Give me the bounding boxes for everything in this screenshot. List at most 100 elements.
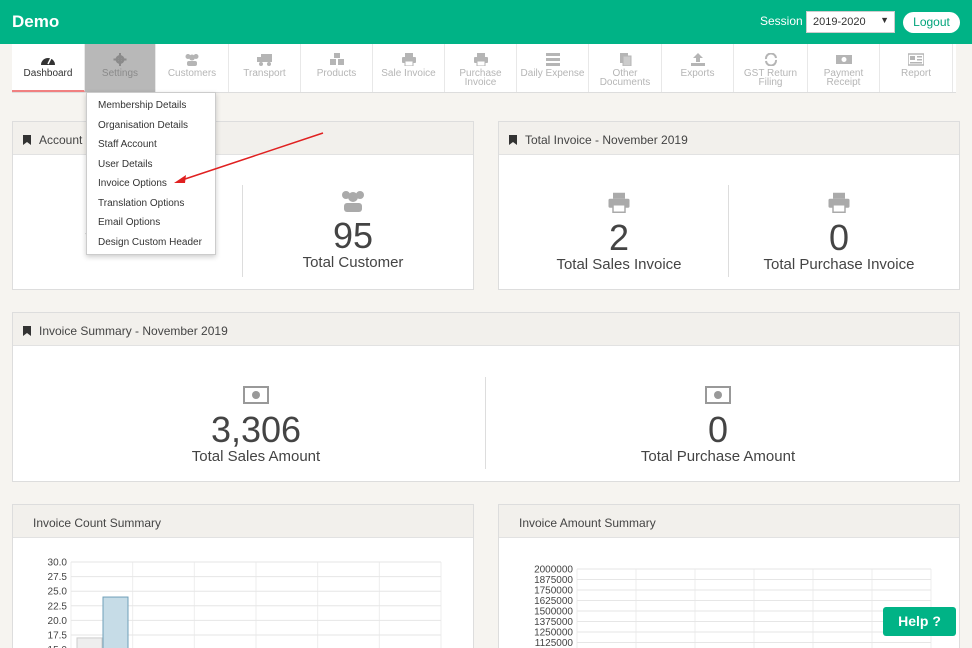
divider xyxy=(485,377,486,469)
y-tick-label: 25.0 xyxy=(48,587,68,598)
nav-label: Products xyxy=(316,68,357,79)
chart-title: Invoice Count Summary xyxy=(33,516,162,530)
stat-value: 95 xyxy=(332,215,374,256)
logout-button[interactable]: Logout xyxy=(903,12,960,33)
nav-item-other-documents[interactable]: Other Documents xyxy=(589,44,662,92)
chevron-down-icon: ▼ xyxy=(880,15,889,25)
stat-total-sales-invoice: 2 Total Sales Invoice xyxy=(519,192,719,274)
menu-item-organisation-details[interactable]: Organisation Details xyxy=(98,119,189,131)
nav-item-daily-expense[interactable]: Daily Expense xyxy=(517,44,589,92)
panel-header: Invoice Count Summary xyxy=(13,505,473,538)
stat-label: Total Purchase Invoice xyxy=(763,256,915,273)
money-icon xyxy=(705,386,731,404)
y-tick-label: 1750000 xyxy=(534,586,573,597)
list-icon xyxy=(545,53,560,66)
nav-label: Customers xyxy=(167,68,217,79)
money-icon xyxy=(243,386,269,404)
y-tick-label: 1625000 xyxy=(534,596,573,607)
printer-icon xyxy=(828,192,850,213)
nav-label: Payment Receipt xyxy=(823,68,864,88)
printer-icon xyxy=(473,53,488,66)
chart-bar xyxy=(76,637,103,648)
stat-value: 0 xyxy=(828,217,850,258)
stat-total-purchase-invoice: 0 Total Purchase Invoice xyxy=(739,192,939,274)
y-tick-label: 1375000 xyxy=(534,617,573,628)
nav-label: Purchase Invoice xyxy=(459,68,502,88)
y-tick-label: 1875000 xyxy=(534,575,573,586)
y-tick-label: 22.5 xyxy=(48,601,68,612)
y-tick-label: 20.0 xyxy=(48,616,68,627)
refresh-icon xyxy=(764,53,777,66)
nav-item-products[interactable]: Products xyxy=(301,44,373,92)
session-value: 2019-2020 xyxy=(813,16,866,28)
session-select[interactable]: 2019-2020 ▼ xyxy=(806,11,895,33)
nav-label: Dashboard xyxy=(23,68,73,79)
nav-item-settings[interactable]: Settings xyxy=(85,44,156,92)
nav-item-dashboard[interactable]: Dashboard xyxy=(12,44,85,92)
divider xyxy=(242,185,243,277)
y-tick-label: 1125000 xyxy=(535,638,574,648)
stat-total-sales-amount: 3,306 Total Sales Amount xyxy=(106,386,406,466)
nav-item-exports[interactable]: Exports xyxy=(662,44,734,92)
y-tick-label: 17.5 xyxy=(48,631,68,642)
y-tick-label: 27.5 xyxy=(48,572,68,583)
main-nav: Dashboard Settings Customers Transport P… xyxy=(12,44,956,93)
nav-item-purchase-invoice[interactable]: Purchase Invoice xyxy=(445,44,517,92)
nav-label: Transport xyxy=(243,68,286,79)
bookmark-icon xyxy=(23,135,31,145)
cubes-icon xyxy=(329,53,344,65)
menu-item-email-options[interactable]: Email Options xyxy=(98,217,161,228)
nav-label: Sale Invoice xyxy=(381,68,436,79)
bookmark-icon xyxy=(23,326,31,336)
invoice-count-chart-panel: Invoice Count Summary 30.0 27.5 25.0 22.5 20… xyxy=(12,504,474,648)
stat-label: Total Sales Invoice xyxy=(556,256,682,273)
users-icon xyxy=(185,54,199,66)
panel-header: Invoice Summary - November 2019 xyxy=(13,313,959,346)
menu-item-design-custom-header[interactable]: Design Custom Header xyxy=(98,236,202,248)
stat-label: Total Sales Amount xyxy=(191,448,321,465)
y-tick-label: 2000000 xyxy=(534,565,573,576)
total-invoice-panel: Total Invoice - November 2019 2 Total Sa… xyxy=(498,121,960,290)
stat-label: Total Purchase Amount xyxy=(640,448,796,465)
printer-icon xyxy=(608,192,630,213)
y-tick-label: 1250000 xyxy=(534,628,573,639)
users-icon xyxy=(342,191,364,212)
chart-bar xyxy=(102,596,129,648)
menu-item-staff-account[interactable]: Staff Account xyxy=(98,139,157,150)
stat-value: 2 xyxy=(608,217,630,258)
nav-label: Settings xyxy=(101,68,139,79)
nav-label: GST Return Filing xyxy=(743,68,798,88)
documents-icon xyxy=(620,53,632,66)
app-title: Demo xyxy=(12,12,60,31)
nav-item-customers[interactable]: Customers xyxy=(156,44,229,92)
panel-title: Total Invoice - November 2019 xyxy=(525,133,688,147)
bookmark-icon xyxy=(509,135,517,145)
logout-label: Logout xyxy=(913,15,950,29)
y-tick-label: 1500000 xyxy=(534,607,573,618)
invoice-amount-chart: 2000000 1875000 1750000 1625000 1500000 13750… xyxy=(499,545,959,648)
help-button[interactable]: Help ? xyxy=(883,607,956,636)
nav-item-payment-receipt[interactable]: Payment Receipt xyxy=(808,44,880,92)
menu-item-user-details[interactable]: User Details xyxy=(98,158,153,170)
y-tick-label: 15.0 xyxy=(48,645,68,648)
nav-item-sale-invoice[interactable]: Sale Invoice xyxy=(373,44,445,92)
stat-value: 3,306 xyxy=(210,409,302,450)
newspaper-icon xyxy=(908,53,924,66)
money-icon xyxy=(835,55,852,64)
nav-item-report[interactable]: Report xyxy=(880,44,953,92)
menu-item-membership-details[interactable]: Membership Details xyxy=(98,100,187,111)
nav-item-transport[interactable]: Transport xyxy=(229,44,301,92)
chart-svg: 30.0 27.5 25.0 22.5 20.0 17.5 15.0 xyxy=(48,558,442,648)
nav-item-gst-return-filing[interactable]: GST Return Filing xyxy=(734,44,808,92)
gear-icon xyxy=(113,53,127,66)
panel-header: Total Invoice - November 2019 xyxy=(499,122,959,155)
upload-icon xyxy=(690,53,705,66)
menu-item-invoice-options[interactable]: Invoice Options xyxy=(98,178,167,189)
truck-icon xyxy=(256,54,272,66)
account-panel: Account Total Products 95 Total Customer xyxy=(12,121,474,290)
nav-label: Daily Expense xyxy=(520,68,585,79)
menu-item-translation-options[interactable]: Translation Options xyxy=(98,197,185,209)
panel-title: Invoice Summary - November 2019 xyxy=(39,324,228,338)
session-label: Session : xyxy=(760,14,810,28)
invoice-summary-panel: Invoice Summary - November 2019 3,306 To… xyxy=(12,312,960,482)
